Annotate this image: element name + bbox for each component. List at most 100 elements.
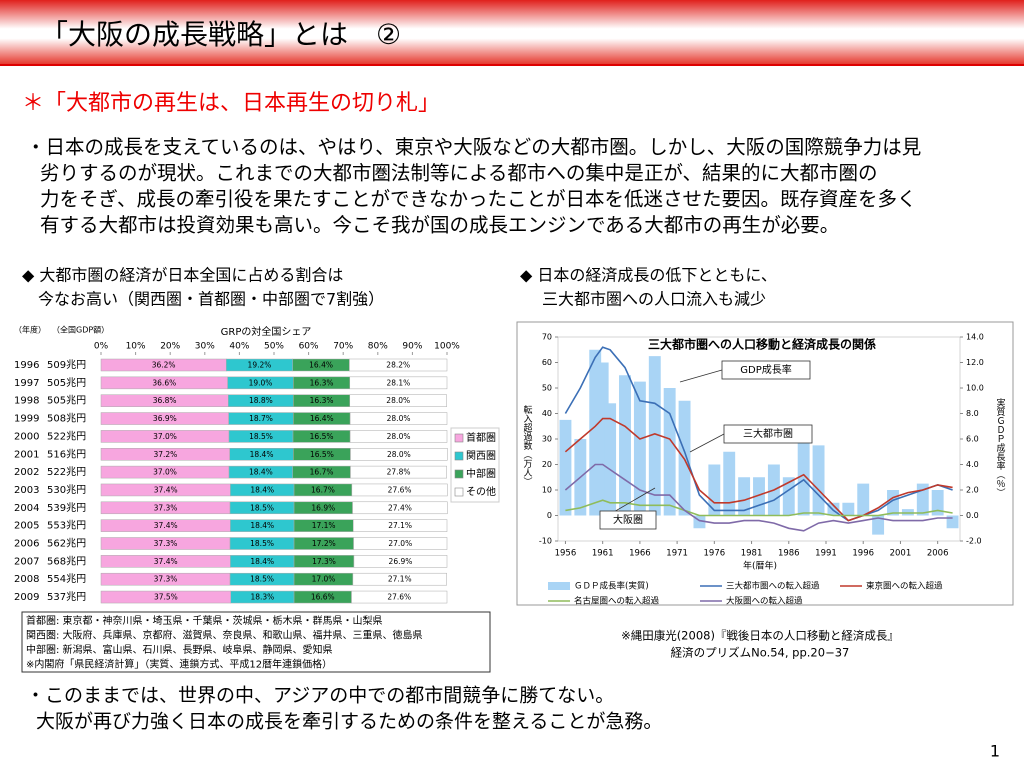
- x-tick-label: 1981: [741, 549, 763, 559]
- y2-tick-label: 10.0: [966, 384, 984, 393]
- value-label: 18.4%: [249, 468, 273, 477]
- gdp-label: 530兆円: [47, 484, 86, 496]
- category-label: 2000: [14, 431, 39, 442]
- legend-label: 三大都市圏への転入超過: [726, 581, 820, 592]
- gdp-bar: [916, 483, 929, 516]
- y2-tick-label: 2.0: [966, 486, 979, 495]
- x-tick-label: 1966: [629, 549, 651, 559]
- value-label: 37.5%: [154, 593, 178, 602]
- x-tick-label: 30%: [195, 342, 215, 352]
- value-label: 16.7%: [311, 485, 335, 494]
- gdp-bar: [931, 490, 944, 516]
- gdp-bar: [723, 451, 736, 516]
- value-label: 37.2%: [153, 450, 177, 459]
- note-line: ※内閣府「県民経済計算」（実質、連鎖方式、平成12暦年連鎖価格）: [26, 658, 332, 671]
- bar-segment: [353, 537, 448, 550]
- bar-segment: [352, 519, 448, 532]
- value-label: 18.4%: [250, 521, 274, 530]
- value-label: 37.4%: [154, 485, 178, 494]
- y-tick-label: 60: [542, 358, 552, 367]
- value-label: 37.4%: [154, 521, 178, 530]
- gdp-label: 522兆円: [47, 466, 86, 478]
- gdp-bar: [663, 388, 676, 516]
- value-label: 26.9%: [389, 557, 413, 566]
- gdp-bar: [738, 477, 751, 516]
- paragraph-line: 有する大都市は投資効果も高い。今こそ我が国の成長エンジンである大都市の再生が必要…: [40, 214, 839, 237]
- x-tick-label: 40%: [229, 342, 249, 352]
- value-label: 18.4%: [250, 450, 274, 459]
- gdp-bar: [812, 445, 825, 516]
- gdp-bar: [604, 403, 617, 516]
- gdp-label: 537兆円: [47, 591, 86, 603]
- legend-label: ＧＤＰ成長率(実質): [574, 581, 649, 592]
- callout-line: [689, 433, 725, 453]
- section-heading: 今なお高い（関西圏・首都圏・中部圏で7割強）: [38, 290, 384, 309]
- bar-segment: [352, 501, 448, 515]
- y2-axis-label: 実質ＧＤＰ成長率（％）: [995, 397, 1006, 497]
- legend-label: 大阪圏への転入超過: [726, 596, 803, 607]
- value-label: 27.8%: [387, 468, 411, 477]
- header-band: [0, 0, 1024, 64]
- value-label: 28.1%: [386, 378, 410, 387]
- y2-tick-label: 6.0: [966, 435, 979, 444]
- value-label: 28.0%: [387, 414, 411, 423]
- value-label: 18.5%: [250, 539, 274, 548]
- gdp-bar: [619, 375, 631, 516]
- x-tick-label: 0%: [94, 342, 109, 352]
- gdp-bar: [753, 477, 765, 516]
- value-label: 16.3%: [310, 396, 334, 405]
- value-label: 28.2%: [386, 361, 410, 370]
- citation-line: 経済のプリズムNo.54, pp.20−37: [671, 646, 850, 660]
- gdp-label: 505兆円: [47, 395, 86, 407]
- value-label: 17.2%: [312, 539, 336, 548]
- y-tick-label: 30: [542, 435, 552, 444]
- gdp-bar: [633, 381, 646, 516]
- y-axis-label: 転入超過数（万人）: [522, 405, 533, 486]
- bar-segment: [351, 483, 448, 497]
- y-tick-label: -10: [539, 537, 552, 546]
- value-label: 17.0%: [312, 575, 336, 584]
- value-label: 18.3%: [250, 593, 274, 602]
- column-label: （年度）: [14, 325, 46, 335]
- value-label: 16.9%: [311, 503, 335, 512]
- value-label: 17.1%: [312, 521, 336, 530]
- value-label: 28.0%: [386, 396, 410, 405]
- y2-tick-label: 0.0: [966, 511, 979, 520]
- bar-segment: [349, 412, 448, 425]
- category-label: 2006: [14, 539, 39, 550]
- x-tick-label: 1961: [592, 549, 614, 559]
- series-line: [564, 463, 953, 532]
- category-label: 2004: [14, 503, 39, 514]
- gdp-bar: [827, 502, 840, 516]
- x-tick-label: 20%: [160, 342, 180, 352]
- value-label: 37.3%: [154, 575, 178, 584]
- x-tick-label: 10%: [126, 342, 146, 352]
- value-label: 19.2%: [248, 361, 272, 370]
- content: ・日本の成長を支えているのは、やはり、東京や大阪などの大都市圏。しかし、大阪の国…: [14, 136, 1005, 761]
- conclusion-line: 大阪が再び力強く日本の成長を牽引するための条件を整えることが急務。: [36, 711, 662, 733]
- category-label: 2008: [14, 574, 39, 585]
- legend-swatch: [548, 582, 570, 590]
- legend-label: 関西圏: [466, 450, 496, 462]
- value-label: 27.1%: [388, 575, 412, 584]
- gdp-bar: [693, 515, 706, 529]
- note-line: 首都圏: 東京都・神奈川県・埼玉県・千葉県・茨城県・栃木県・群馬県・山梨県: [26, 614, 383, 627]
- bar-segment: [349, 376, 448, 390]
- value-label: 37.0%: [153, 468, 177, 477]
- conclusion-line: ・このままでは、世界の中、アジアの中での都市間競争に勝てない。: [26, 685, 614, 707]
- y-tick-label: 10: [542, 486, 552, 495]
- y2-tick-label: -2.0: [966, 537, 982, 546]
- value-label: 37.3%: [154, 503, 178, 512]
- note-line: 中部圏: 新潟県、富山県、石川県、長野県、岐阜県、静岡県、愛知県: [26, 643, 333, 656]
- bar-segment: [349, 430, 448, 443]
- value-label: 18.5%: [249, 432, 273, 441]
- callout-line: [679, 369, 723, 383]
- value-label: 36.9%: [153, 414, 177, 423]
- gdp-label: 508兆円: [47, 413, 86, 425]
- callout-box: [721, 360, 811, 380]
- value-label: 36.2%: [152, 361, 176, 370]
- category-label: 2007: [14, 556, 39, 567]
- series-line: [564, 346, 953, 522]
- x-tick-label: 1986: [778, 549, 800, 559]
